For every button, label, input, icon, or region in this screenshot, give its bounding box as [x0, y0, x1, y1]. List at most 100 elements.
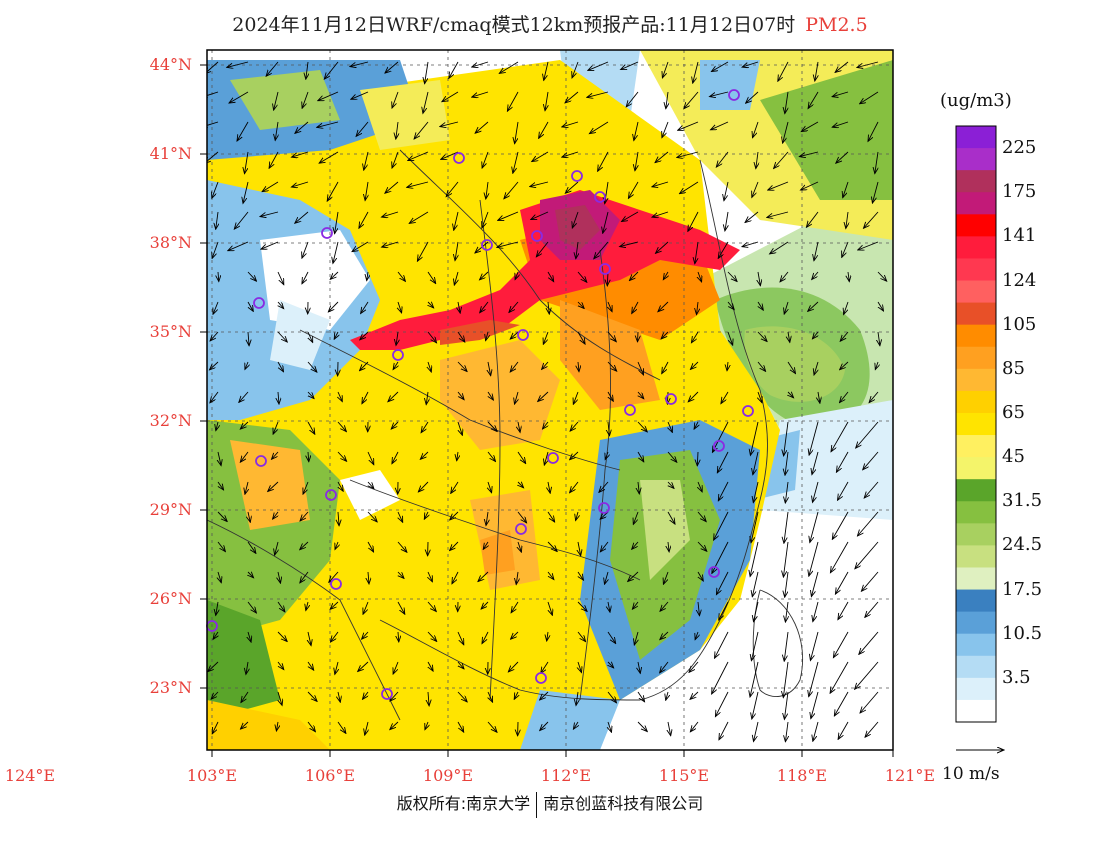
wind-vector: [784, 691, 789, 719]
wind-vector: [425, 61, 429, 84]
wind-vector: [721, 391, 729, 404]
wind-vector: [211, 691, 219, 699]
wind-vector: [276, 721, 278, 731]
wind-vector: [539, 121, 549, 138]
wind-vector: [620, 241, 639, 247]
wind-vector: [356, 121, 369, 136]
wind-vector: [421, 421, 429, 433]
wind-vector: [455, 241, 458, 261]
wind-vector: [307, 691, 317, 701]
wind-vector: [239, 391, 249, 402]
wind-vector: [666, 691, 668, 700]
wind-vector: [573, 721, 578, 729]
wind-vector: [499, 61, 519, 73]
wind-vector: [216, 421, 218, 431]
wind-vector: [240, 451, 249, 462]
wind-vector: [562, 121, 579, 127]
wind-vector: [750, 661, 759, 697]
wind-vector: [588, 61, 609, 70]
wind-vector: [261, 241, 279, 249]
wind-vector: [390, 691, 399, 701]
wind-vector: [212, 721, 219, 734]
wind-vector: [210, 361, 219, 370]
wind-vector: [398, 631, 399, 642]
colorbar-swatch: [956, 545, 996, 568]
wind-vector: [836, 151, 849, 163]
wind-vector: [809, 541, 819, 576]
wind-vector: [210, 331, 219, 341]
wind-vector: [352, 241, 369, 252]
wind-vector: [635, 151, 638, 171]
wind-vector: [330, 601, 339, 609]
wind-vector: [307, 721, 315, 732]
city-marker: [453, 152, 465, 164]
wind-vector: [813, 601, 819, 622]
wind-vector: [725, 211, 728, 231]
city-marker: [255, 455, 267, 467]
wind-vector: [855, 661, 879, 689]
wind-vector: [634, 121, 639, 141]
wind-vector: [213, 301, 219, 314]
wind-vector: [388, 391, 399, 402]
wind-vector: [337, 451, 347, 461]
wind-vector: [844, 301, 849, 315]
colorbar-swatch: [956, 589, 996, 613]
colorbar-swatch: [956, 501, 996, 524]
wind-vector: [857, 511, 879, 536]
wind-vector: [518, 421, 520, 432]
wind-vector: [576, 691, 578, 706]
wind-vector: [229, 91, 249, 103]
wind-vector: [291, 181, 309, 187]
wind-vector: [860, 91, 879, 104]
wind-vector: [364, 151, 369, 170]
wind-vector: [634, 631, 638, 645]
wind-vector: [217, 541, 225, 552]
wind-vector: [308, 631, 311, 646]
wind-vector: [451, 481, 459, 493]
wind-vector: [875, 151, 879, 174]
wind-vector: [302, 241, 309, 258]
wind-vector: [812, 451, 819, 475]
wind-vector: [603, 211, 609, 233]
wind-vector: [637, 361, 644, 375]
wind-vector: [576, 241, 578, 259]
wind-vector: [813, 721, 819, 741]
wind-vector: [450, 511, 459, 520]
wind-vector: [365, 181, 368, 201]
wind-vector: [248, 631, 251, 642]
wind-vector: [365, 721, 368, 735]
wind-vector: [423, 91, 429, 113]
footer-right: 南京创蓝科技有限公司: [543, 794, 704, 813]
wind-vector: [788, 331, 790, 342]
wind-vector: [307, 361, 317, 372]
wind-vector: [570, 451, 579, 460]
city-marker: [531, 230, 543, 242]
wind-vector: [300, 511, 309, 521]
wind-vector: [547, 511, 555, 522]
wind-vector: [212, 241, 219, 258]
colorbar-label: 17.5: [1002, 578, 1043, 600]
wind-vector: [508, 661, 519, 672]
wind-vector: [788, 392, 794, 398]
wind-vector: [338, 391, 342, 402]
wind-vector: [317, 121, 339, 127]
wind-vector: [428, 302, 434, 308]
wind-vector: [514, 691, 518, 699]
colorbar-swatch: [956, 523, 996, 546]
wind-vector: [207, 151, 219, 163]
wind-vector: [607, 631, 616, 644]
colorbar-swatch: [956, 170, 996, 193]
wind-vector: [385, 61, 399, 73]
wind-vector: [690, 721, 699, 732]
wind-vector: [716, 151, 729, 167]
lat-label: 44°N: [149, 55, 192, 74]
wind-vector: [277, 331, 287, 342]
colorbar-swatch: [956, 390, 996, 414]
wind-vector: [872, 181, 879, 203]
wind-vector: [695, 241, 699, 264]
wind-vector: [510, 361, 519, 372]
wind-vector: [543, 421, 549, 429]
wind-vector: [727, 361, 728, 371]
wind-vector: [678, 121, 699, 130]
